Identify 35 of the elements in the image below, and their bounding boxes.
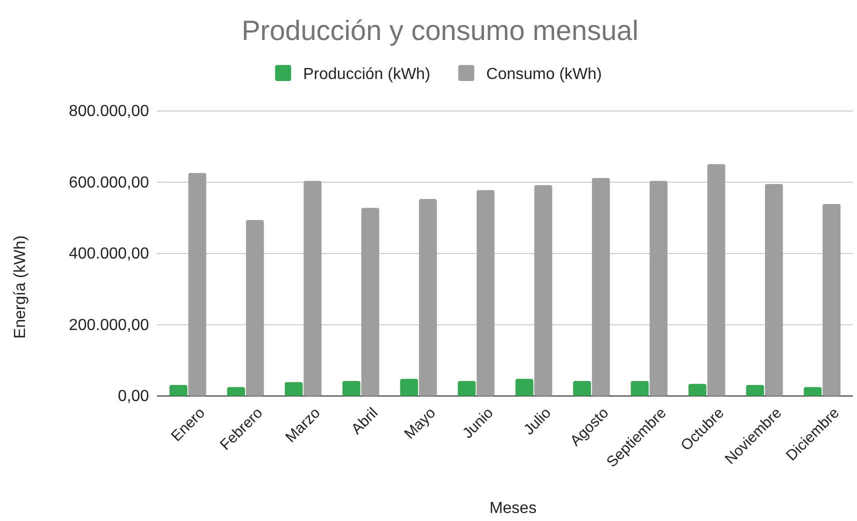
bar [515, 378, 534, 396]
y-tick-label: 0,00 [118, 388, 150, 406]
legend-label: Consumo (kWh) [486, 66, 602, 83]
bar [592, 178, 610, 396]
bar [418, 198, 437, 396]
bar [650, 180, 668, 396]
bar [169, 384, 188, 396]
bar [764, 184, 783, 396]
bar [400, 378, 418, 396]
bar [458, 381, 476, 396]
x-tick-label: Julio [520, 404, 554, 438]
bar [688, 384, 706, 396]
bar [246, 220, 264, 396]
bar [361, 208, 380, 396]
y-tick-label: 200.000,00 [68, 316, 150, 334]
y-tick-label: 800.000,00 [68, 103, 150, 120]
bar [284, 382, 303, 396]
x-axis-title: Meses [489, 500, 537, 517]
legend-label: Producción (kWh) [303, 66, 430, 83]
y-axis-title: Energía (kWh) [12, 235, 29, 339]
bar [707, 164, 726, 396]
bar [746, 384, 764, 396]
bar [188, 172, 206, 396]
bar [822, 204, 841, 396]
bar [342, 381, 360, 396]
chart-title: Producción y consumo mensual [242, 15, 638, 46]
bar [304, 180, 322, 396]
y-tick-label: 400.000,00 [68, 246, 150, 263]
bar [476, 190, 495, 396]
bar [534, 185, 552, 396]
bar [573, 381, 592, 396]
bar [804, 387, 822, 396]
bar [630, 381, 649, 396]
y-tick-label: 600.000,00 [68, 174, 150, 192]
bar [227, 387, 246, 396]
